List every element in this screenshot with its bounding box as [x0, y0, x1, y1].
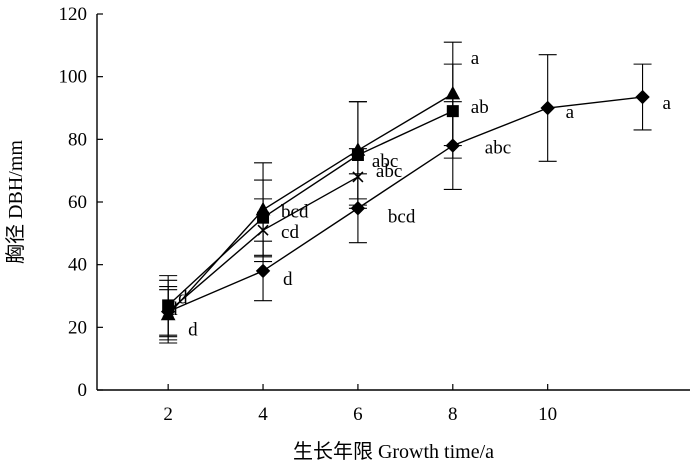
significance-label: abc: [376, 161, 402, 182]
y-tick-label: 80: [68, 129, 87, 150]
significance-label: d: [283, 269, 293, 290]
significance-label: abc: [372, 151, 398, 172]
significance-label: ab: [471, 97, 489, 118]
series-square: [159, 63, 462, 336]
y-tick-label: 60: [68, 192, 87, 213]
y-tick-label: 20: [68, 317, 87, 338]
x-tick-label: 8: [448, 404, 458, 425]
chart-axes: [96, 14, 690, 391]
series-line: [167, 96, 643, 313]
series-cross: [159, 148, 367, 344]
y-tick-label: 100: [59, 67, 88, 88]
significance-label: abc: [485, 138, 511, 159]
significance-label: a: [471, 48, 480, 69]
plot-area: [159, 41, 652, 344]
axis-ticks: 0 20 40 60 80 100 120 2 4 6 8 10: [59, 4, 558, 425]
triangle-marker: [445, 85, 461, 100]
significance-label: bcd: [388, 206, 416, 227]
significance-label: bcd: [281, 202, 309, 223]
x-tick-label: 6: [353, 404, 363, 425]
significance-label: d: [188, 320, 198, 341]
significance-label: a: [663, 93, 672, 114]
x-tick-label: 10: [538, 404, 557, 425]
series-triangle: [159, 41, 462, 341]
cross-marker: [257, 224, 269, 236]
y-tick-label: 120: [59, 4, 88, 25]
diamond-marker: [635, 89, 650, 105]
significance-label: cd: [281, 222, 299, 243]
diamond-marker: [540, 100, 555, 116]
y-axis-title: 胸径 DBH/mm: [4, 140, 27, 264]
series-line: [167, 93, 454, 316]
y-tick-label: 0: [78, 380, 88, 401]
x-tick-label: 2: [163, 404, 173, 425]
significance-label: d: [168, 299, 178, 320]
significance-label: d: [178, 287, 188, 308]
cross-marker: [352, 171, 364, 183]
series-diamond: [159, 54, 652, 338]
diamond-marker: [255, 263, 271, 279]
x-tick-label: 4: [258, 404, 268, 425]
y-tick-label: 40: [68, 255, 87, 276]
significance-label: a: [566, 102, 575, 123]
x-axis-title: 生长年限 Growth time/a: [293, 440, 494, 463]
cross-marker: [162, 306, 174, 318]
